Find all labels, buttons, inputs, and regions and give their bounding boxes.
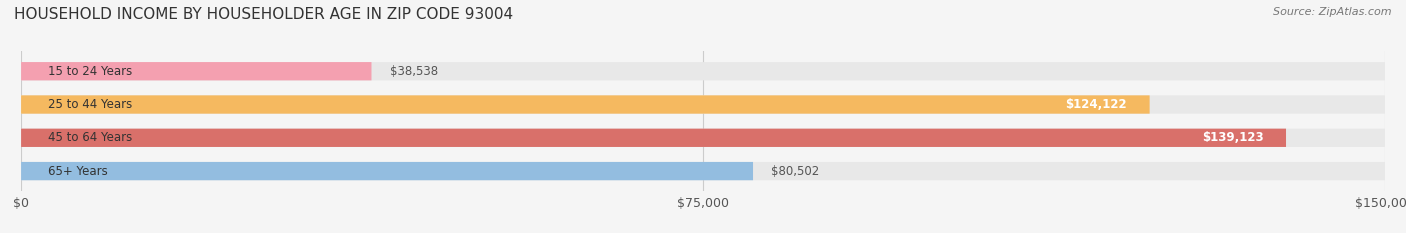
FancyBboxPatch shape: [21, 95, 1150, 114]
Text: $38,538: $38,538: [389, 65, 437, 78]
FancyBboxPatch shape: [21, 129, 1385, 147]
Text: 45 to 64 Years: 45 to 64 Years: [48, 131, 132, 144]
FancyBboxPatch shape: [21, 95, 1385, 114]
FancyBboxPatch shape: [21, 162, 754, 180]
Text: $124,122: $124,122: [1066, 98, 1126, 111]
Text: $139,123: $139,123: [1202, 131, 1263, 144]
Text: $80,502: $80,502: [772, 164, 820, 178]
Text: 25 to 44 Years: 25 to 44 Years: [48, 98, 132, 111]
FancyBboxPatch shape: [21, 129, 1286, 147]
Text: HOUSEHOLD INCOME BY HOUSEHOLDER AGE IN ZIP CODE 93004: HOUSEHOLD INCOME BY HOUSEHOLDER AGE IN Z…: [14, 7, 513, 22]
FancyBboxPatch shape: [21, 62, 371, 80]
FancyBboxPatch shape: [21, 62, 1385, 80]
Text: 15 to 24 Years: 15 to 24 Years: [48, 65, 132, 78]
Text: 65+ Years: 65+ Years: [48, 164, 108, 178]
Text: Source: ZipAtlas.com: Source: ZipAtlas.com: [1274, 7, 1392, 17]
FancyBboxPatch shape: [21, 162, 1385, 180]
